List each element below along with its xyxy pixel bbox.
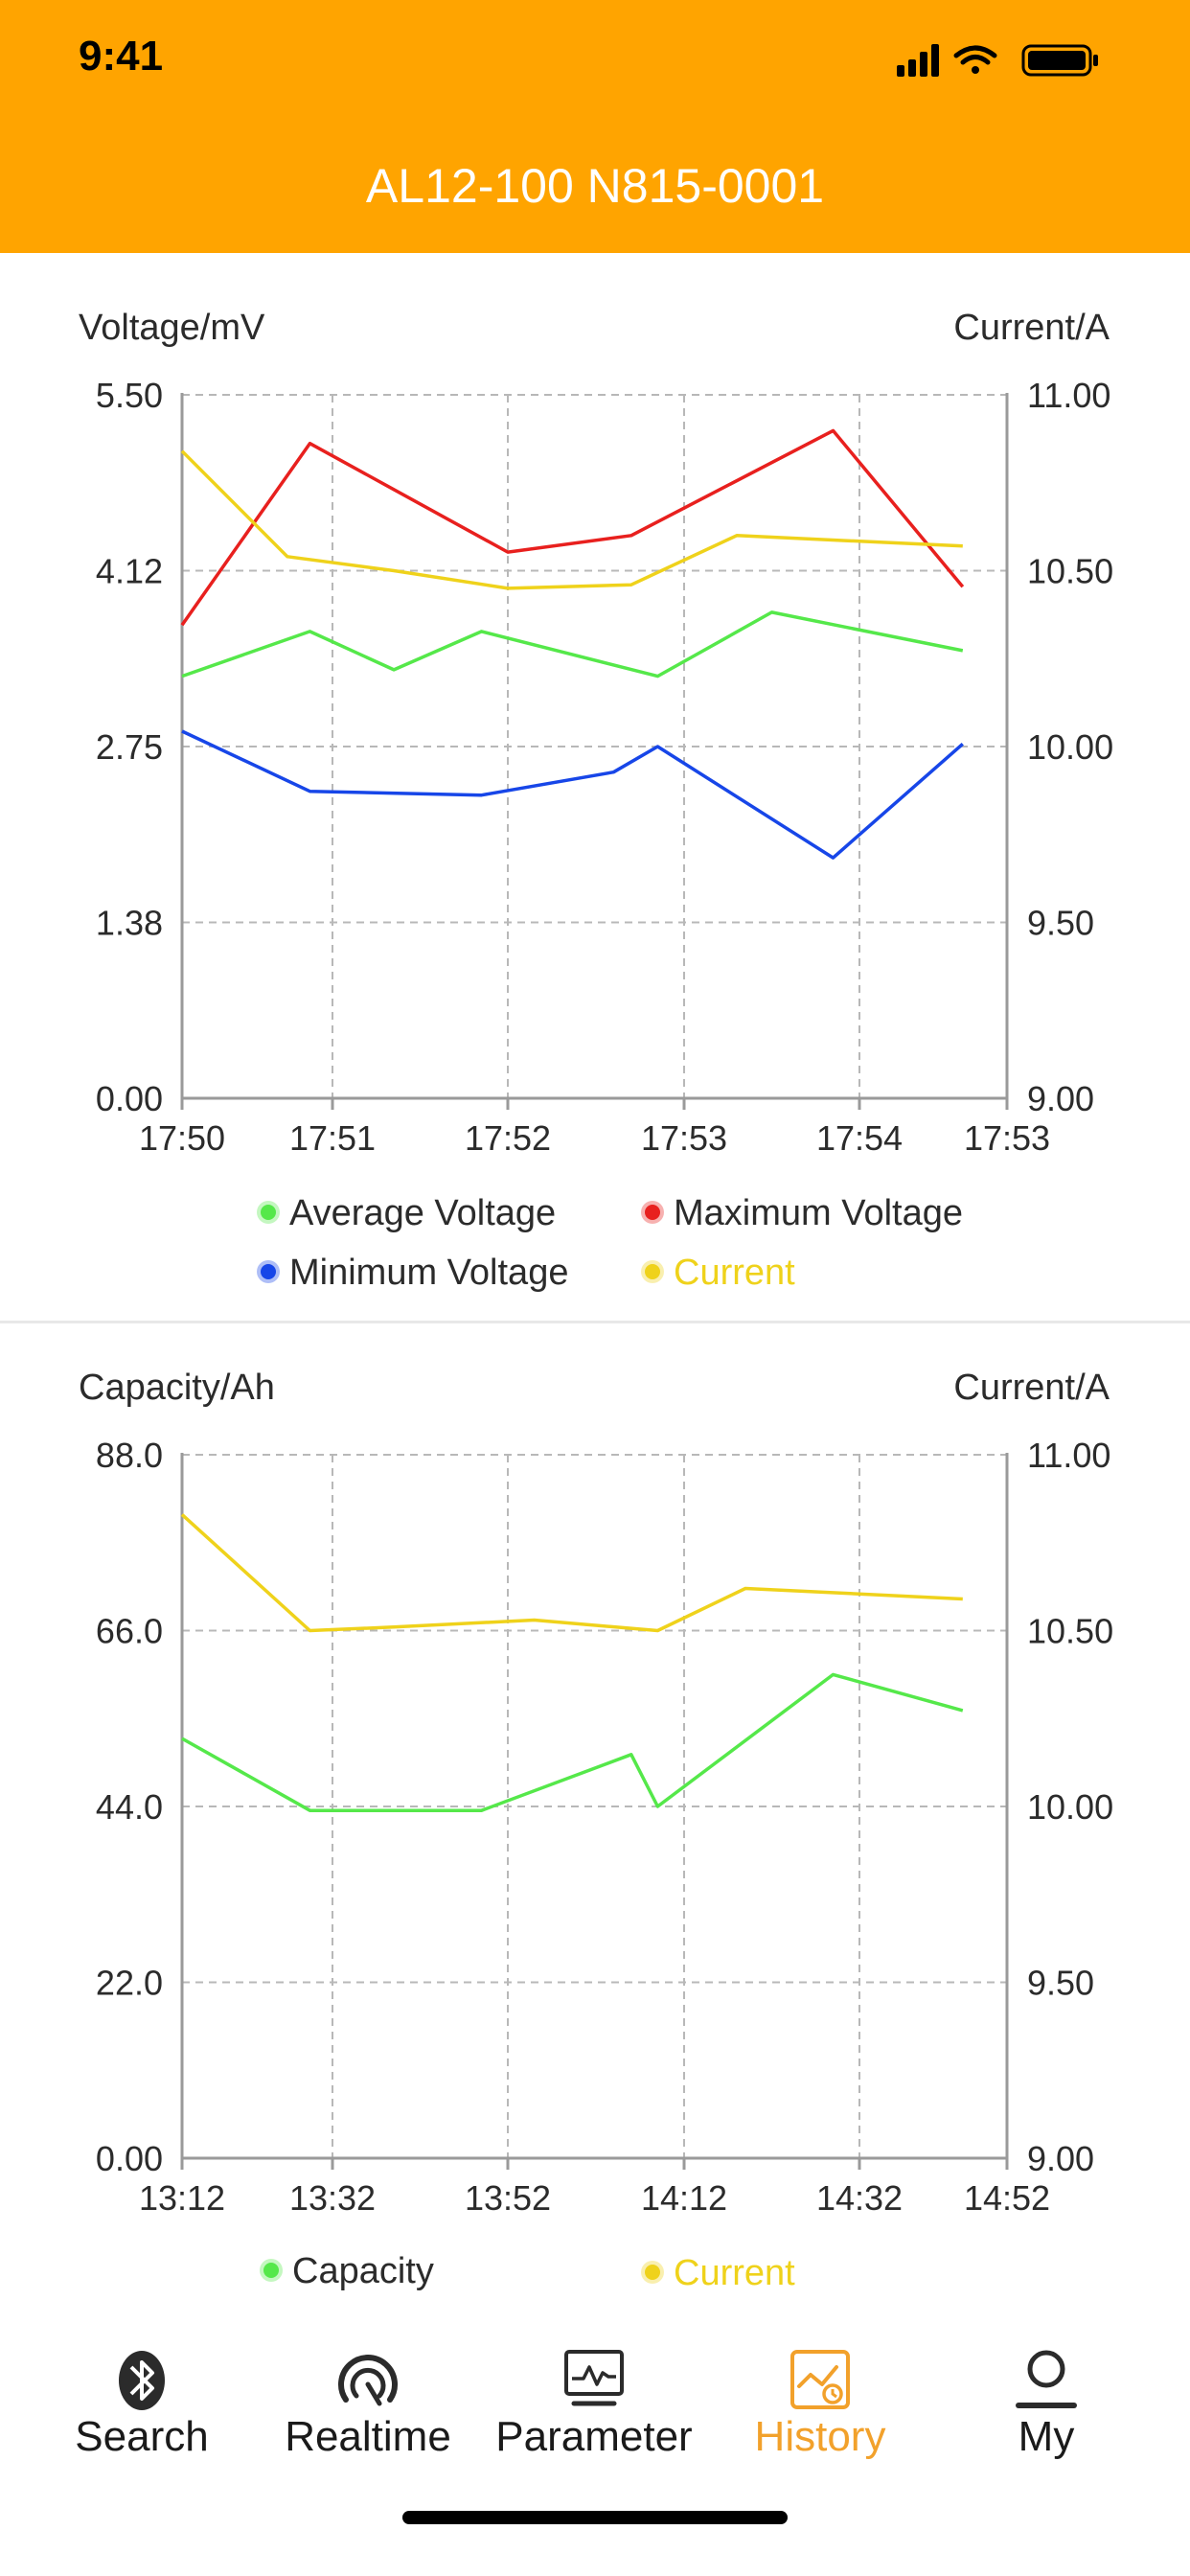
section-divider <box>0 1321 1190 1323</box>
y-right-tick-label: 11.00 <box>1027 376 1110 415</box>
y-right-tick-label: 10.50 <box>1027 552 1113 591</box>
status-time: 9:41 <box>79 33 164 80</box>
y-left-tick-label: 22.0 <box>96 1964 163 2003</box>
tab-search-label: Search <box>75 2413 209 2460</box>
monitor-icon <box>564 2350 624 2406</box>
series-line-current <box>180 449 963 590</box>
legend-swatch <box>261 1264 276 1279</box>
tab-realtime[interactable]: Realtime <box>263 2319 473 2482</box>
y-right-tick-label: 10.50 <box>1027 1612 1113 1651</box>
legend-item-current[interactable]: Current <box>641 1253 795 1293</box>
y-right-tick-label: 11.00 <box>1027 1436 1110 1475</box>
page-title: AL12-100 N815-0001 <box>365 159 825 213</box>
series-line-minimum-voltage <box>181 729 964 860</box>
x-tick-label: 13:52 <box>465 2178 551 2218</box>
legend-item-capacity[interactable]: Capacity <box>260 2251 434 2291</box>
app-header: 9:41 AL12-100 N815-0001 <box>0 0 1190 253</box>
y-left-tick-label: 88.0 <box>96 1436 163 1475</box>
legend-swatch <box>645 1264 660 1279</box>
voltage-current-chart: Voltage/mV Current/A5.504.122.751.380.001… <box>79 308 1113 1293</box>
tab-history[interactable]: History <box>715 2319 926 2482</box>
signal-icon <box>897 44 939 77</box>
legend-swatch <box>261 1205 276 1220</box>
x-tick-label: 14:32 <box>816 2178 903 2218</box>
series-line-average-voltage <box>181 610 964 678</box>
y-left-tick-label: 2.75 <box>96 727 163 767</box>
legend-label: Minimum Voltage <box>289 1253 568 1293</box>
y-left-tick-label: 0.00 <box>96 1079 163 1118</box>
status-icons <box>897 44 1098 77</box>
legend-label: Capacity <box>292 2251 434 2291</box>
bluetooth-icon <box>119 2351 165 2410</box>
series-line-capacity <box>181 1672 964 1812</box>
x-tick-label: 13:12 <box>139 2178 225 2218</box>
y-left-tick-label: 5.50 <box>96 376 163 415</box>
tab-history-label: History <box>754 2413 886 2460</box>
tab-my[interactable]: My <box>941 2319 1152 2482</box>
y-left-tick-label: 66.0 <box>96 1612 163 1651</box>
legend-item-maximum-voltage[interactable]: Maximum Voltage <box>641 1193 963 1233</box>
x-tick-label: 17:54 <box>816 1118 903 1158</box>
y-right-tick-label: 9.50 <box>1027 904 1094 943</box>
x-tick-label: 17:50 <box>139 1118 225 1158</box>
y-right-tick-label: 9.00 <box>1027 2139 1094 2178</box>
x-tick-label: 17:51 <box>289 1118 376 1158</box>
tab-parameter[interactable]: Parameter <box>489 2319 699 2482</box>
gauge-icon <box>338 2355 398 2406</box>
legend-item-minimum-voltage[interactable]: Minimum Voltage <box>257 1253 568 1293</box>
y-left-tick-label: 44.0 <box>96 1787 163 1827</box>
user-icon <box>1016 2350 1077 2408</box>
legend-label: Average Voltage <box>289 1193 556 1233</box>
x-tick-label: 17:53 <box>641 1118 727 1158</box>
y-left-tick-label: 0.00 <box>96 2139 163 2178</box>
y-left-tick-label: 4.12 <box>96 552 163 591</box>
tab-my-label: My <box>1018 2413 1075 2460</box>
capacity-current-chart: Capacity/Ah Current/A 88.0 66.0 44.0 22.0 0.00… <box>79 1368 1113 2293</box>
legend-item-average-voltage[interactable]: Average Voltage <box>257 1193 556 1233</box>
x-tick-label: 17:52 <box>465 1118 551 1158</box>
legend-label: Current <box>674 1253 795 1293</box>
legend-label: Current <box>674 2253 795 2293</box>
history-chart-icon <box>790 2350 850 2409</box>
x-tick-label: 17:53 <box>964 1118 1050 1158</box>
legend-item-current[interactable]: Current <box>641 2253 795 2293</box>
x-tick-label: 14:12 <box>641 2178 727 2218</box>
y-left-tick-label: 1.38 <box>96 904 163 943</box>
battery-icon <box>1021 44 1098 77</box>
x-tick-label: 13:32 <box>289 2178 376 2218</box>
x-tick-label: 14:52 <box>964 2178 1050 2218</box>
wifi-icon <box>953 45 997 74</box>
series-line-maximum-voltage <box>180 428 965 627</box>
y-left-axis-title: Capacity/Ah <box>79 1368 275 1408</box>
y-right-axis-title: Current/A <box>953 1368 1110 1408</box>
y-right-axis-title: Current/A <box>953 308 1110 348</box>
series-line-current <box>180 1513 963 1633</box>
y-left-axis-title: Voltage/mV <box>79 308 265 348</box>
legend-swatch <box>645 1205 660 1220</box>
tab-parameter-label: Parameter <box>495 2413 693 2460</box>
y-right-tick-label: 10.00 <box>1027 1787 1113 1827</box>
y-right-tick-label: 9.50 <box>1027 1964 1094 2003</box>
home-indicator <box>402 2511 788 2524</box>
legend-swatch <box>263 2263 279 2278</box>
tab-realtime-label: Realtime <box>285 2413 451 2460</box>
y-right-tick-label: 9.00 <box>1027 1079 1094 1118</box>
y-right-tick-label: 10.00 <box>1027 727 1113 767</box>
tab-bar: Search Realtime Parameter History My <box>0 2319 1190 2576</box>
legend-label: Maximum Voltage <box>674 1193 963 1233</box>
tab-search[interactable]: Search <box>36 2319 247 2482</box>
legend-swatch <box>645 2265 660 2280</box>
